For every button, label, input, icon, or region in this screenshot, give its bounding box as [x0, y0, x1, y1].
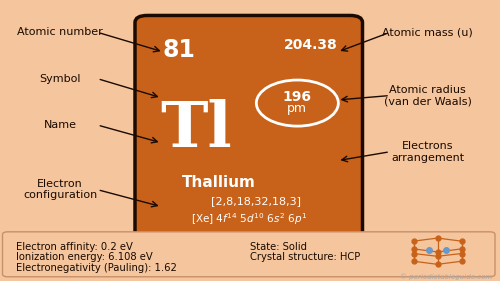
Text: Electrons
arrangement: Electrons arrangement — [391, 141, 464, 162]
Text: Electron
configuration: Electron configuration — [23, 179, 97, 200]
Text: Atomic number: Atomic number — [17, 27, 103, 37]
Text: Atomic radius
(van der Waals): Atomic radius (van der Waals) — [384, 85, 472, 106]
Text: Thallium: Thallium — [182, 175, 256, 190]
Text: Tl: Tl — [160, 99, 232, 160]
Text: Ionization energy: 6.108 eV: Ionization energy: 6.108 eV — [16, 252, 153, 262]
Text: © periodictableguide.com: © periodictableguide.com — [400, 273, 492, 280]
Text: 196: 196 — [283, 90, 312, 104]
Text: State: Solid: State: Solid — [250, 242, 307, 252]
Text: Electronegativity (Pauling): 1.62: Electronegativity (Pauling): 1.62 — [16, 263, 177, 273]
Text: Crystal structure: HCP: Crystal structure: HCP — [250, 252, 360, 262]
FancyBboxPatch shape — [135, 15, 362, 239]
Text: Symbol: Symbol — [39, 74, 81, 84]
Text: pm: pm — [288, 102, 308, 115]
Text: Name: Name — [44, 120, 76, 130]
Text: 204.38: 204.38 — [284, 38, 338, 52]
FancyBboxPatch shape — [2, 232, 495, 277]
Text: Atomic mass (u): Atomic mass (u) — [382, 27, 473, 37]
Text: Electron affinity: 0.2 eV: Electron affinity: 0.2 eV — [16, 242, 134, 252]
Text: 81: 81 — [162, 38, 196, 62]
Text: $[\mathrm{Xe}]\ 4f^{14}\ 5d^{10}\ 6s^{2}\ 6p^{1}$: $[\mathrm{Xe}]\ 4f^{14}\ 5d^{10}\ 6s^{2}… — [190, 211, 307, 227]
Text: [2,8,18,32,18,3]: [2,8,18,32,18,3] — [211, 196, 301, 207]
